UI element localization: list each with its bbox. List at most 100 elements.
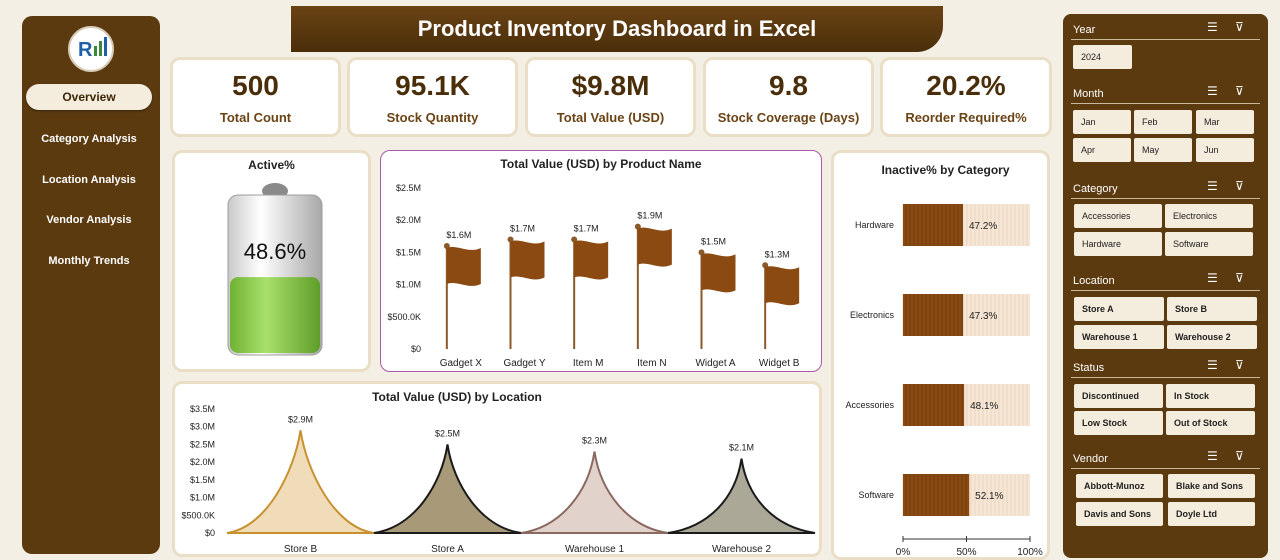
kpi-label: Reorder Required% xyxy=(905,110,1027,125)
slicer-item-category[interactable]: Software xyxy=(1165,232,1253,256)
nav-monthly-trends[interactable]: Monthly Trends xyxy=(48,255,130,267)
y-tick-label: $2.0M xyxy=(190,457,215,467)
x-tick-label: Warehouse 1 xyxy=(565,544,625,555)
multi-select-icon[interactable]: ☰ xyxy=(1207,449,1218,463)
nav-location-analysis[interactable]: Location Analysis xyxy=(42,174,136,186)
slicer-item-vendor[interactable]: Davis and Sons xyxy=(1076,502,1163,526)
data-label: 52.1% xyxy=(975,491,1003,502)
multi-select-icon[interactable]: ☰ xyxy=(1207,84,1218,98)
y-tick-label: $2.5M xyxy=(190,439,215,449)
active-value: 48.6% xyxy=(244,239,306,264)
multi-select-icon[interactable]: ☰ xyxy=(1207,179,1218,193)
slicer-item-status[interactable]: In Stock xyxy=(1166,384,1255,408)
slicer-item-vendor[interactable]: Doyle Ltd xyxy=(1168,502,1255,526)
data-label: $1.6M xyxy=(446,230,471,240)
slicer-item-month[interactable]: Mar xyxy=(1196,110,1254,134)
y-tick-label: Electronics xyxy=(850,310,895,320)
multi-select-icon[interactable]: ☰ xyxy=(1207,358,1218,372)
slicer-panel: Year ☰ ⊽ 2024 Month ☰ ⊽ Jan Feb Mar Apr … xyxy=(1063,14,1268,558)
slicer-item-month[interactable]: Jun xyxy=(1196,138,1254,162)
page-title: Product Inventory Dashboard in Excel xyxy=(291,6,943,52)
slicer-item-category[interactable]: Accessories xyxy=(1074,204,1162,228)
data-label: $1.3M xyxy=(765,249,790,259)
slicer-item-month[interactable]: Feb xyxy=(1134,110,1192,134)
logo: R xyxy=(68,26,114,72)
y-tick-label: $2.5M xyxy=(396,183,421,193)
data-label: $2.5M xyxy=(435,428,460,438)
kpi-stock-coverage: 9.8 Stock Coverage (Days) xyxy=(703,57,874,137)
x-tick-label: Warehouse 2 xyxy=(712,544,772,555)
clear-filter-icon[interactable]: ⊽ xyxy=(1235,84,1244,98)
kpi-value: 500 xyxy=(232,70,279,101)
y-tick-label: $3.5M xyxy=(190,404,215,414)
area-peak xyxy=(373,444,522,534)
data-label: $2.3M xyxy=(582,436,607,446)
multi-select-icon[interactable]: ☰ xyxy=(1207,271,1218,285)
slicer-item-year[interactable]: 2024 xyxy=(1073,45,1132,69)
slicer-item-location[interactable]: Store B xyxy=(1167,297,1257,321)
y-tick-label: $1.0M xyxy=(396,280,421,290)
slicer-title-vendor: Vendor xyxy=(1073,453,1108,465)
kpi-stock-quantity: 95.1K Stock Quantity xyxy=(347,57,518,137)
inactive-category-chart: Hardware 47.2% Electronics 47.3% Accessories… xyxy=(845,204,1043,558)
slicer-item-status[interactable]: Discontinued xyxy=(1074,384,1163,408)
clear-filter-icon[interactable]: ⊽ xyxy=(1235,271,1244,285)
x-tick-label: Store B xyxy=(284,544,318,555)
product-value-panel: Total Value (USD) by Product Name $0 $500… xyxy=(380,150,822,372)
kpi-value: 95.1K xyxy=(395,70,470,101)
bar xyxy=(903,474,970,516)
multi-select-icon[interactable]: ☰ xyxy=(1207,20,1218,34)
data-label: 47.2% xyxy=(969,221,997,232)
area-peak xyxy=(226,430,375,534)
y-tick-label: Hardware xyxy=(855,220,894,230)
x-tick-label: Widget A xyxy=(695,358,735,369)
inactive-category-panel: Inactive% by Category Hardware 47.2% Elect… xyxy=(831,150,1050,560)
y-tick-label: $1.0M xyxy=(190,493,215,503)
data-label: $2.1M xyxy=(729,443,754,453)
slicer-item-vendor[interactable]: Blake and Sons xyxy=(1168,474,1255,498)
clear-filter-icon[interactable]: ⊽ xyxy=(1235,358,1244,372)
slicer-item-category[interactable]: Hardware xyxy=(1074,232,1162,256)
bar-pole-top xyxy=(571,236,578,243)
slicer-title-status: Status xyxy=(1073,362,1105,374)
area-peak xyxy=(520,451,669,534)
clear-filter-icon[interactable]: ⊽ xyxy=(1235,179,1244,193)
bar-pole-top xyxy=(762,262,769,269)
battery-fill xyxy=(230,277,320,353)
x-tick-label: Widget B xyxy=(759,358,800,369)
slicer-item-location[interactable]: Warehouse 1 xyxy=(1074,325,1164,349)
x-tick-label: 0% xyxy=(896,547,911,558)
slicer-item-month[interactable]: May xyxy=(1134,138,1192,162)
active-panel: Active% 48.6% xyxy=(172,150,371,372)
nav-category-analysis[interactable]: Category Analysis xyxy=(41,133,137,145)
slicer-item-status[interactable]: Low Stock xyxy=(1074,411,1163,435)
slicer-item-vendor[interactable]: Abbott-Munoz xyxy=(1076,474,1163,498)
logo-icon: R xyxy=(78,37,107,61)
slicer-item-location[interactable]: Store A xyxy=(1074,297,1164,321)
slicer-title-location: Location xyxy=(1073,275,1115,287)
clear-filter-icon[interactable]: ⊽ xyxy=(1235,449,1244,463)
nav-overview[interactable]: Overview xyxy=(26,84,152,110)
battery-gauge: 48.6% xyxy=(227,183,323,356)
kpi-value: 20.2% xyxy=(926,70,1006,101)
y-tick-label: $2.0M xyxy=(396,215,421,225)
slicer-item-month[interactable]: Apr xyxy=(1073,138,1131,162)
slicer-item-status[interactable]: Out of Stock xyxy=(1166,411,1255,435)
kpi-label: Total Count xyxy=(219,110,292,125)
slicer-item-month[interactable]: Jan xyxy=(1073,110,1131,134)
clear-filter-icon[interactable]: ⊽ xyxy=(1235,20,1244,34)
x-tick-label: Item N xyxy=(637,358,666,369)
slicer-item-location[interactable]: Warehouse 2 xyxy=(1167,325,1257,349)
x-tick-label: 100% xyxy=(1017,547,1043,558)
nav-vendor-analysis[interactable]: Vendor Analysis xyxy=(46,214,132,226)
bar xyxy=(701,253,736,293)
location-value-chart: $0 $500.0K $1.0M $1.5M $2.0M $2.5M $3.0M $3.5M $… xyxy=(181,404,816,555)
bar-pole-top xyxy=(443,242,450,249)
kpi-reorder-required: 20.2% Reorder Required% xyxy=(880,57,1052,137)
slicer-title-year: Year xyxy=(1073,24,1096,36)
chart-title: Total Value (USD) by Location xyxy=(372,390,542,404)
data-label: $1.7M xyxy=(510,224,535,234)
slicer-item-category[interactable]: Electronics xyxy=(1165,204,1253,228)
x-tick-label: Item M xyxy=(573,358,604,369)
bar xyxy=(765,266,800,306)
